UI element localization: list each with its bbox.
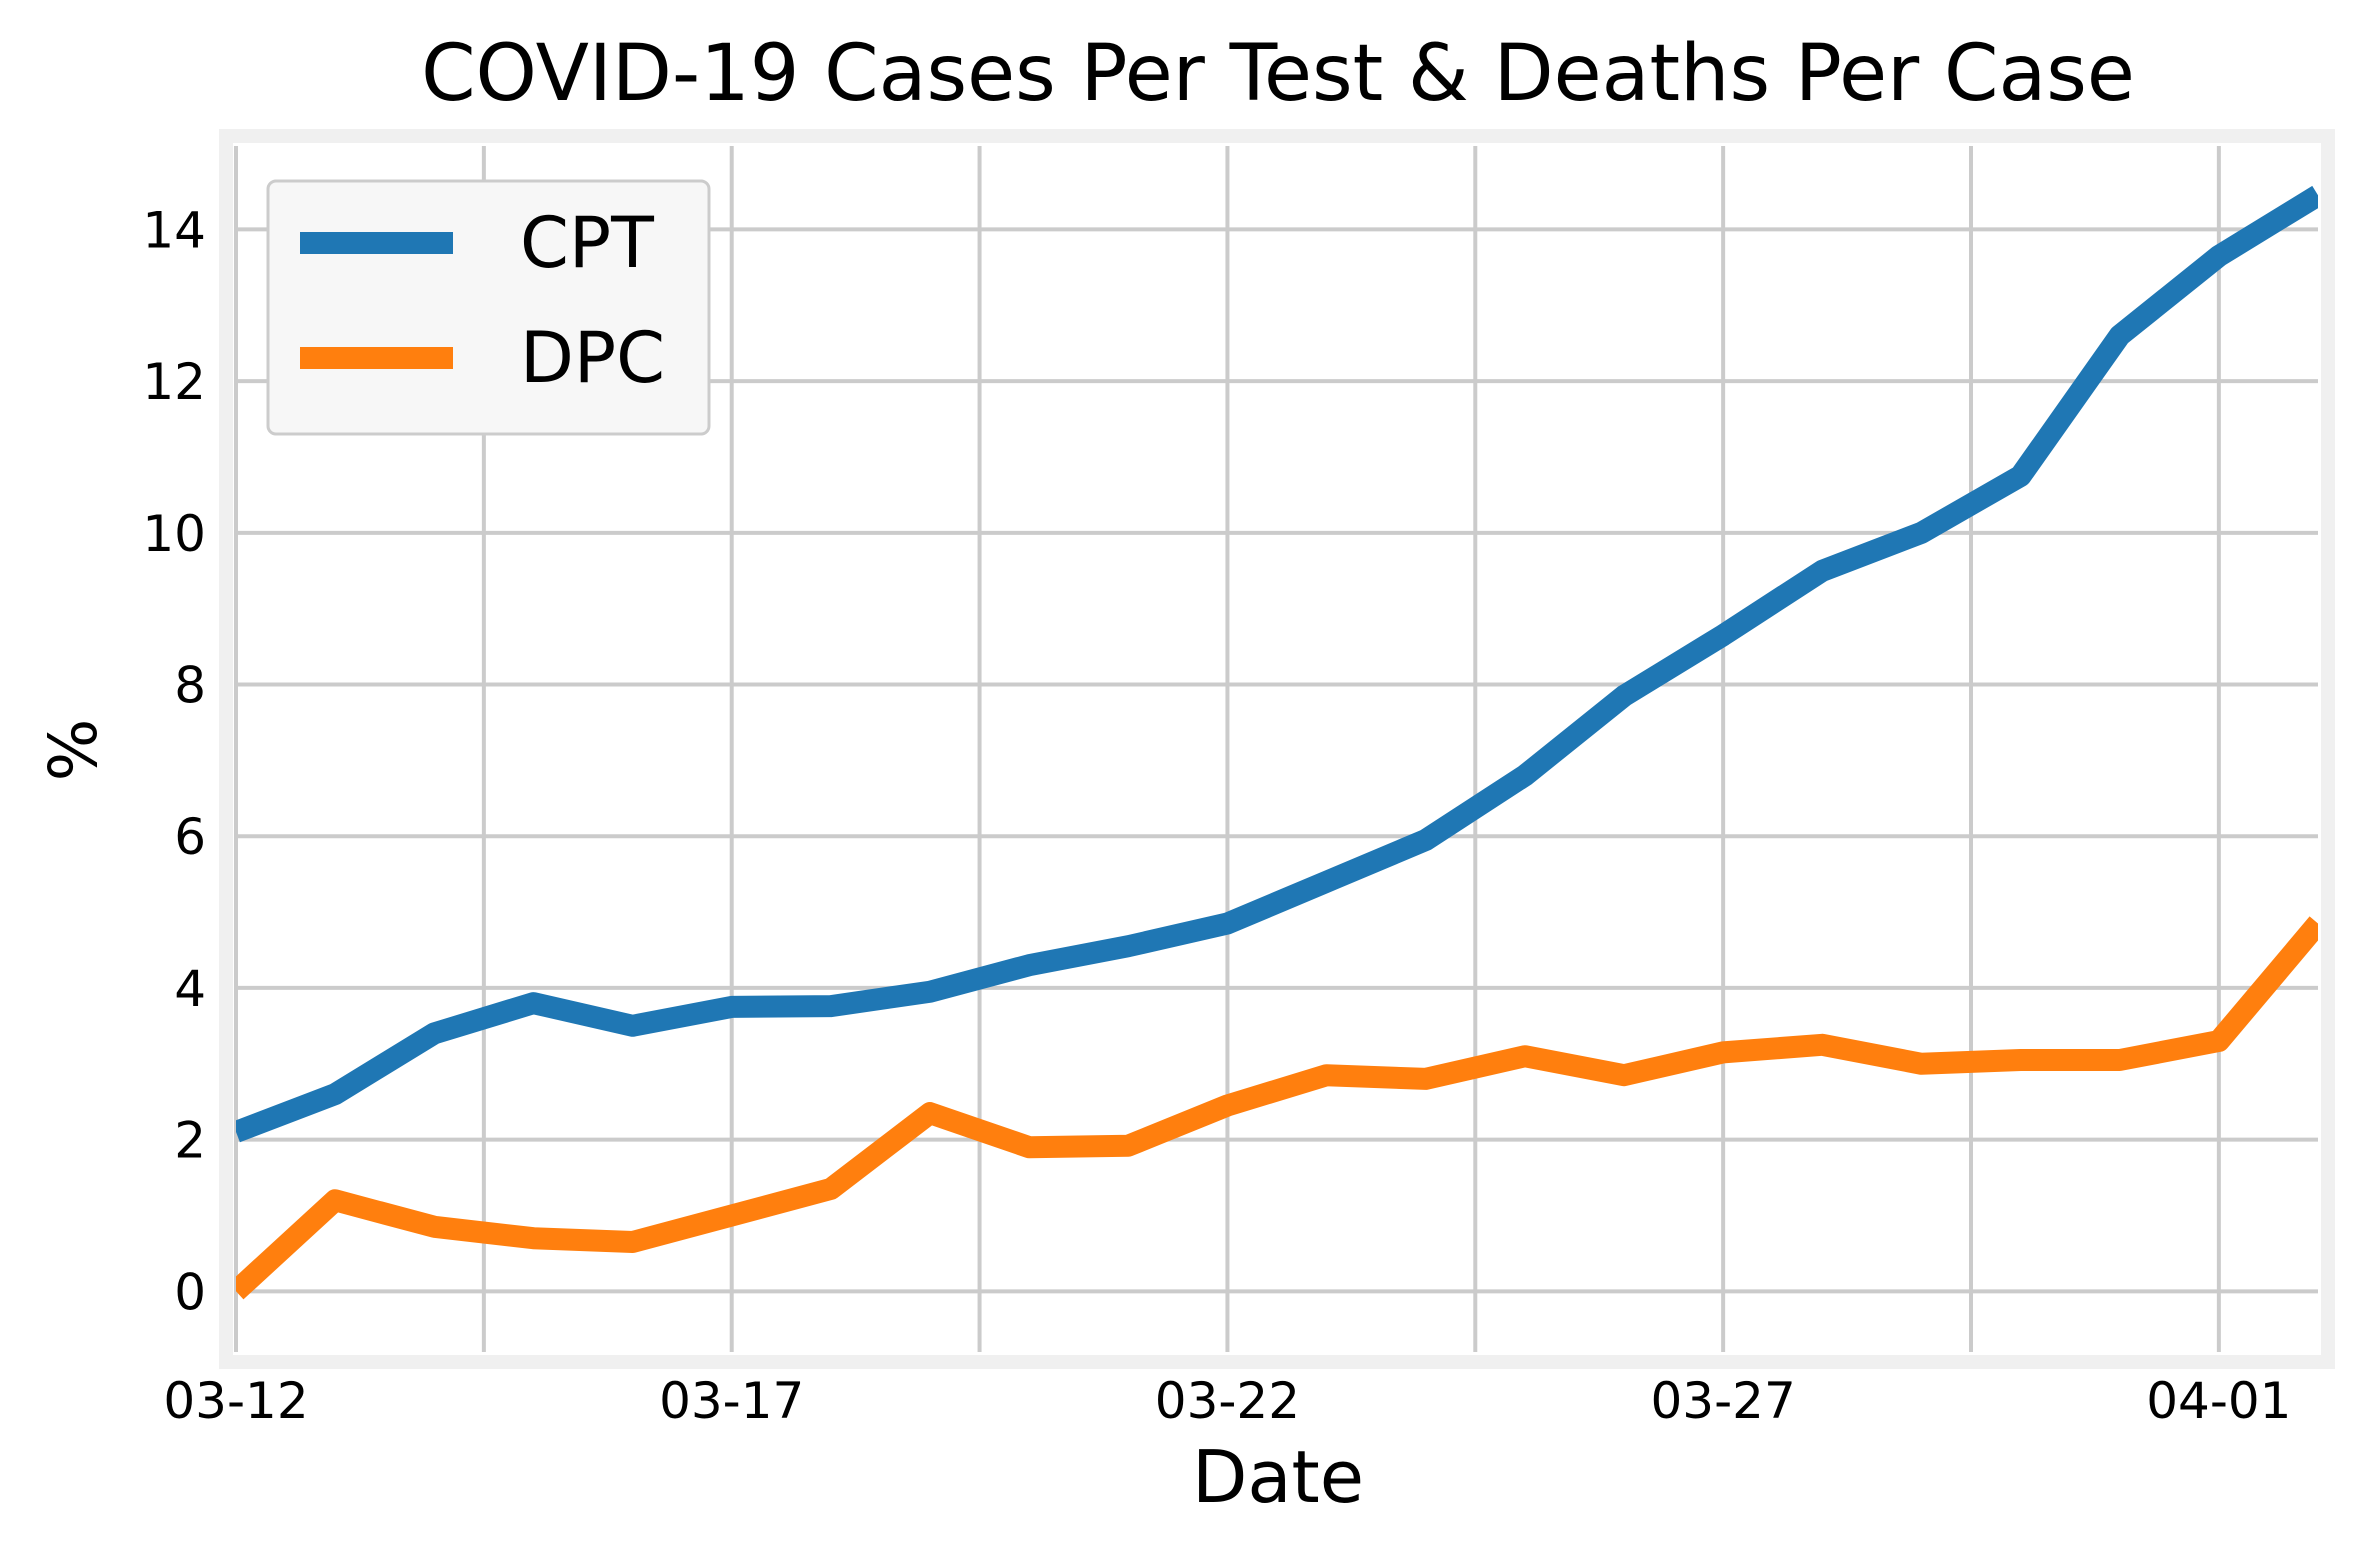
x-tick-label: 04-01 bbox=[2146, 1372, 2291, 1430]
chart-title: COVID-19 Cases Per Test & Deaths Per Cas… bbox=[421, 29, 2135, 119]
y-tick-label: 2 bbox=[174, 1112, 206, 1170]
plot-border bbox=[219, 129, 2335, 1369]
plot-frame bbox=[219, 129, 2335, 1369]
x-tick-labels: 03-12 03-17 03-22 03-27 04-01 bbox=[163, 1372, 2291, 1430]
y-tick-label: 0 bbox=[174, 1263, 206, 1321]
y-tick-label: 12 bbox=[142, 353, 206, 411]
y-tick-label: 4 bbox=[174, 960, 206, 1018]
y-tick-label: 6 bbox=[174, 808, 206, 866]
legend: CPT DPC bbox=[266, 179, 711, 436]
y-tick-labels: 0 2 4 6 8 10 12 14 bbox=[142, 201, 206, 1321]
y-tick-label: 10 bbox=[142, 505, 206, 563]
series-line-dpc bbox=[236, 916, 2318, 1300]
series-line-cpt bbox=[236, 185, 2318, 1143]
series-lines bbox=[236, 185, 2318, 1300]
x-tick-label: 03-17 bbox=[659, 1372, 804, 1430]
x-tick-label: 03-27 bbox=[1650, 1372, 1795, 1430]
y-axis-label: % bbox=[35, 719, 112, 782]
x-axis-label: Date bbox=[1192, 1435, 1364, 1519]
legend-label-cpt: CPT bbox=[520, 202, 654, 284]
x-tick-label: 03-22 bbox=[1155, 1372, 1300, 1430]
legend-label-dpc: DPC bbox=[520, 317, 665, 399]
y-tick-label: 8 bbox=[174, 657, 206, 715]
x-tick-label: 03-12 bbox=[163, 1372, 308, 1430]
y-tick-label: 14 bbox=[142, 201, 206, 259]
